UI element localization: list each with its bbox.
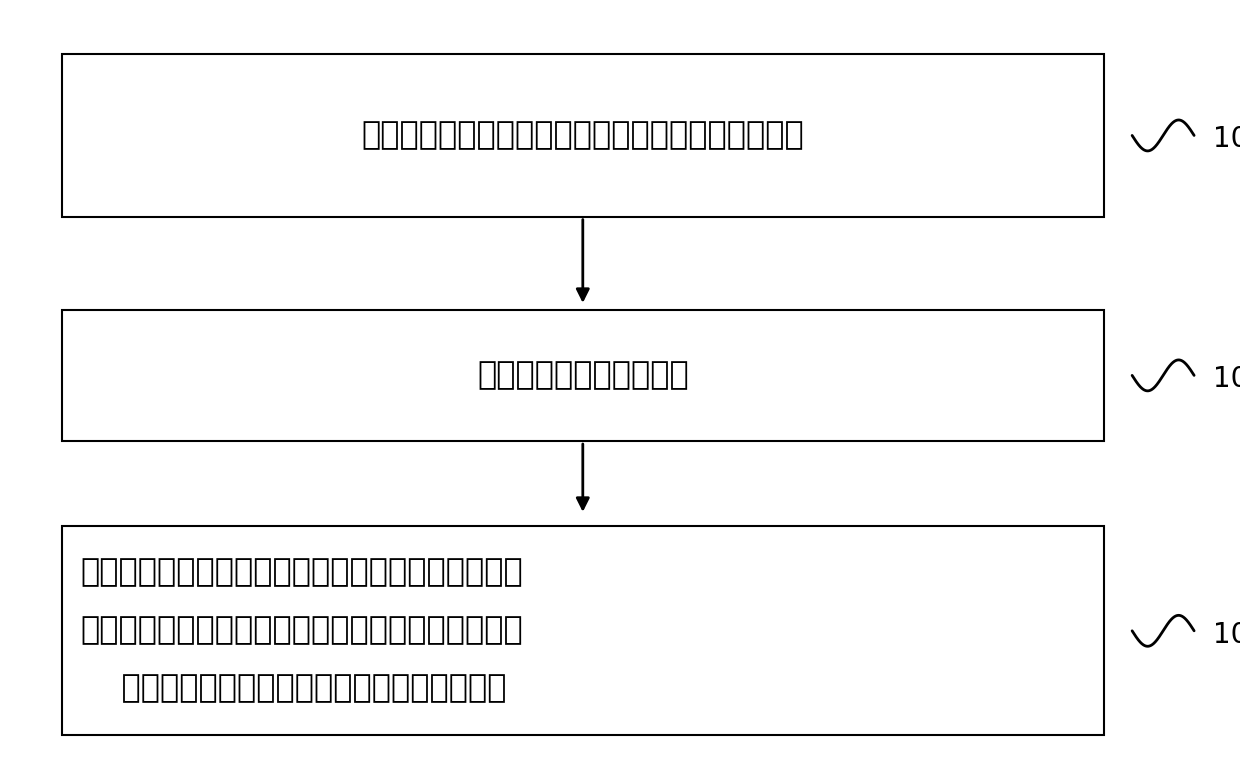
FancyBboxPatch shape [62,310,1104,441]
FancyBboxPatch shape [62,526,1104,735]
Text: 述内环温度与所述内管温度之间的差值小于等于第一: 述内环温度与所述内管温度之间的差值小于等于第一 [81,615,523,646]
FancyBboxPatch shape [62,54,1104,217]
Text: 101: 101 [1213,125,1240,153]
Text: 预定差值时，控制所述空调进入缺氟判断模式: 预定差值时，控制所述空调进入缺氟判断模式 [81,673,506,704]
Text: 102: 102 [1213,365,1240,393]
Text: 当蒸发压力小于等于冷媒缺氟压力判定临界值，且所: 当蒸发压力小于等于冷媒缺氟压力判定临界值，且所 [81,557,523,588]
Text: 103: 103 [1213,621,1240,649]
Text: 获取所述空调的蒸发压力: 获取所述空调的蒸发压力 [477,360,688,391]
Text: 获取空调开机第一预定时间后的内环温度和内管温度: 获取空调开机第一预定时间后的内环温度和内管温度 [361,120,805,151]
